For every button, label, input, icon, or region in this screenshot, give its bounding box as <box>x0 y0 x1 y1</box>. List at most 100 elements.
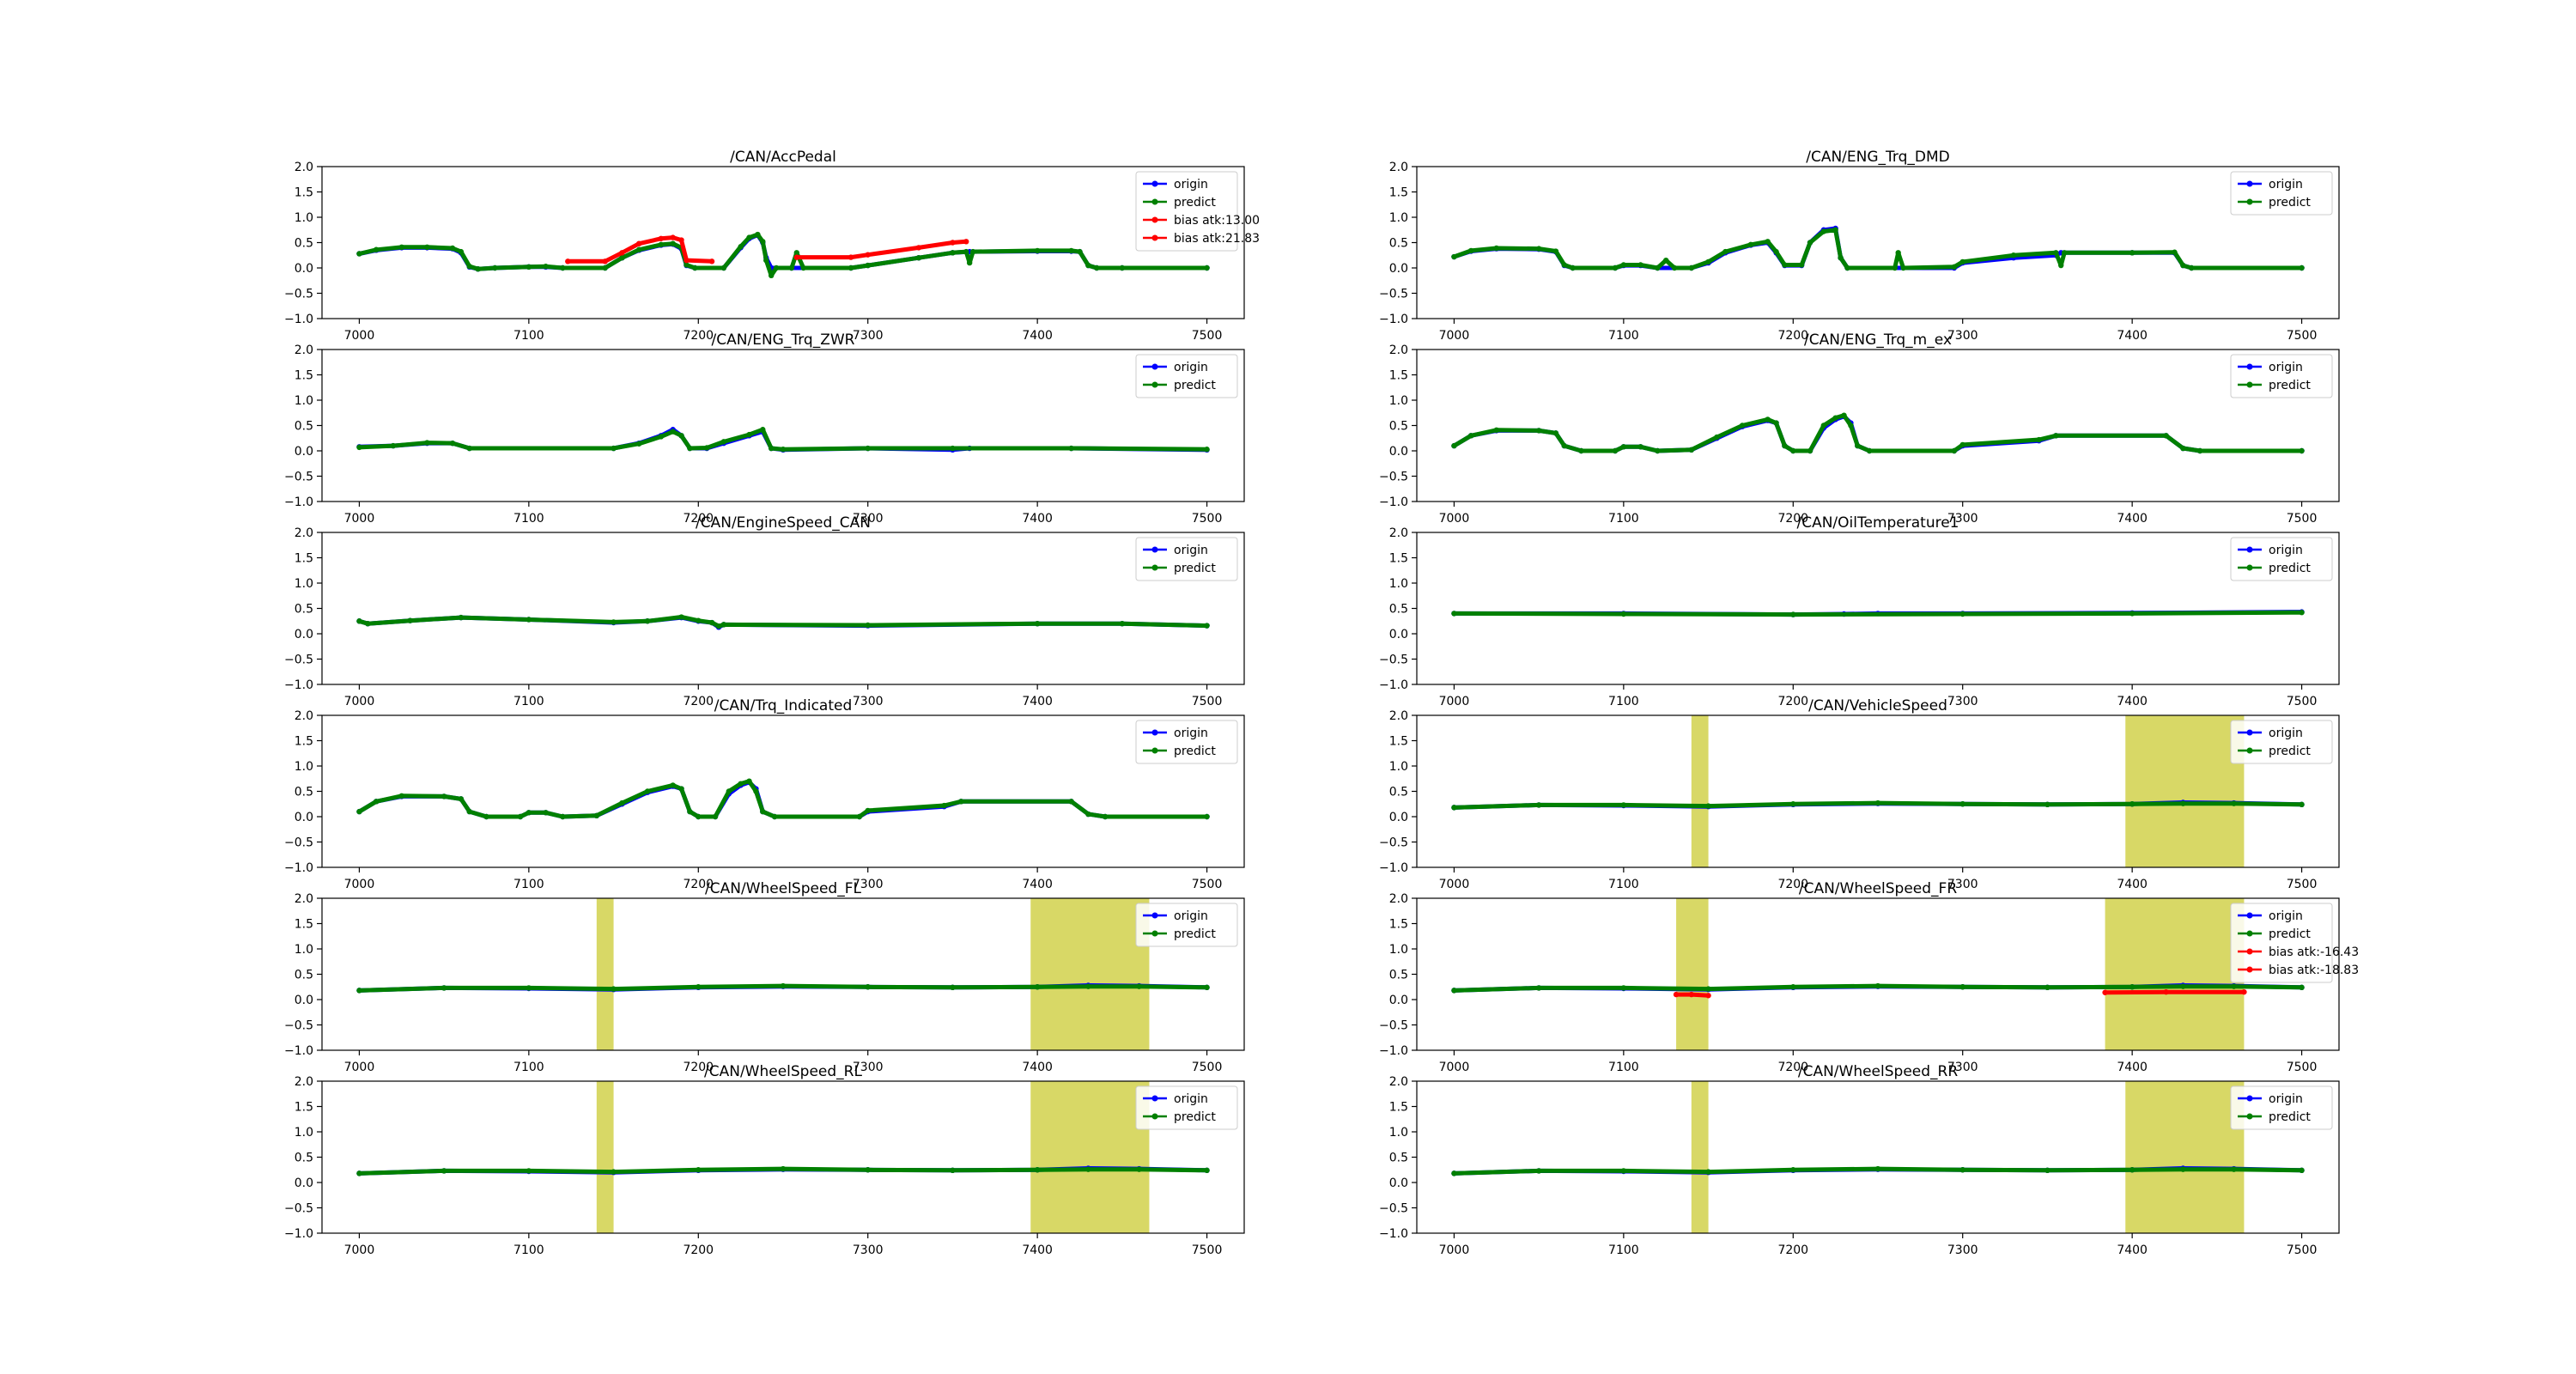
data-point <box>1552 430 1559 436</box>
y-tick-label: −0.5 <box>284 1202 313 1216</box>
data-point <box>1561 442 1567 449</box>
data-point <box>1077 248 1083 255</box>
anomaly-span <box>596 898 614 1050</box>
data-point <box>2010 252 2017 258</box>
x-tick-label: 7100 <box>1608 1061 1639 1074</box>
data-point <box>1773 420 1779 426</box>
data-point <box>1705 986 1711 992</box>
data-point <box>687 445 693 452</box>
y-tick-label: 0.0 <box>1389 811 1408 824</box>
anomaly-span <box>1030 1081 1150 1233</box>
data-point <box>356 618 362 624</box>
legend-marker <box>1151 216 1158 223</box>
y-tick-label: 0.5 <box>1389 969 1408 982</box>
legend-marker <box>2246 966 2253 973</box>
data-point <box>565 258 571 264</box>
data-point <box>915 245 922 251</box>
y-tick-label: −1.0 <box>284 861 313 875</box>
x-tick-label: 7400 <box>2117 329 2148 343</box>
plot-frame <box>321 349 1245 502</box>
data-point <box>1688 264 1695 271</box>
data-point <box>458 248 465 255</box>
legend-label: bias atk:-16.43 <box>2269 945 2359 959</box>
series-line <box>1451 414 2305 453</box>
data-point <box>2129 1167 2136 1173</box>
data-point <box>644 788 651 794</box>
x-tick-label: 7000 <box>1439 329 1470 343</box>
data-point <box>1467 247 1474 254</box>
data-point <box>1085 1166 1091 1172</box>
subplot-title: /CAN/WheelSpeed_RR <box>1798 1063 1958 1080</box>
legend-label: origin <box>1174 178 1208 192</box>
subplot: 7000 7100 7200 7300 7400 7500 −1.0 −0.5 0.0 0.5 1.… <box>1379 514 2340 708</box>
data-point <box>619 799 625 806</box>
data-point <box>2129 801 2136 807</box>
data-point <box>1068 247 1074 254</box>
data-point <box>517 813 524 820</box>
legend-label: predict <box>1174 379 1216 392</box>
data-point <box>1790 447 1796 454</box>
data-point <box>848 254 854 260</box>
y-tick-label: 1.0 <box>1389 1126 1408 1140</box>
data-point <box>1790 801 1796 807</box>
data-point <box>1637 262 1643 268</box>
data-point <box>1874 1165 1881 1172</box>
legend-label: predict <box>2269 562 2311 575</box>
x-tick-label: 7400 <box>1022 1061 1053 1074</box>
data-point <box>449 245 456 252</box>
y-tick-label: 0.0 <box>295 262 313 276</box>
data-point <box>793 250 799 256</box>
y-tick-label: −1.0 <box>1379 678 1408 692</box>
y-tick-label: 0.5 <box>1389 420 1408 434</box>
data-point <box>2036 436 2042 443</box>
data-point <box>1959 1167 1965 1173</box>
y-tick-label: 1.5 <box>1389 369 1408 383</box>
legend-label: origin <box>2269 361 2303 374</box>
data-point <box>2241 988 2247 995</box>
data-point <box>1655 447 1661 454</box>
data-point <box>696 617 702 623</box>
y-tick-label: 1.0 <box>1389 211 1408 225</box>
data-point <box>1094 264 1100 271</box>
y-tick-label: 0.0 <box>295 628 313 641</box>
legend-marker <box>2246 1113 2253 1120</box>
data-point <box>619 255 625 261</box>
legend-marker <box>1151 546 1158 553</box>
data-point <box>356 808 362 815</box>
subplot-title: /CAN/WheelSpeed_RL <box>704 1063 862 1080</box>
legend: origin predict <box>2230 720 2333 764</box>
data-point <box>1493 427 1499 434</box>
x-tick-label: 7200 <box>1777 329 1808 343</box>
data-point <box>1119 621 1126 627</box>
data-point <box>720 264 727 271</box>
data-point <box>708 619 715 626</box>
series-line <box>356 983 1210 993</box>
y-tick-label: 0.0 <box>1389 262 1408 276</box>
x-tick-label: 7000 <box>1439 512 1470 526</box>
x-tick-label: 7300 <box>1947 329 1978 343</box>
data-point <box>602 264 608 271</box>
data-point <box>390 442 397 449</box>
data-point <box>658 235 665 241</box>
data-point <box>1034 1167 1041 1173</box>
data-point <box>715 623 722 629</box>
data-point <box>1535 1168 1542 1174</box>
data-point <box>755 231 761 238</box>
x-tick-label: 7000 <box>344 878 375 891</box>
legend-box <box>1135 720 1238 764</box>
x-tick-label: 7200 <box>683 512 714 526</box>
legend-box <box>2230 1085 2333 1130</box>
data-point <box>2299 984 2305 991</box>
series-line <box>2103 989 2246 995</box>
legend-marker <box>2246 180 2253 187</box>
data-point <box>696 984 702 990</box>
data-point <box>1034 247 1041 254</box>
data-point <box>2053 433 2059 439</box>
data-point <box>760 239 766 245</box>
data-point <box>1204 813 1210 820</box>
data-point <box>2180 800 2186 806</box>
y-tick-label: −1.0 <box>1379 313 1408 326</box>
data-point <box>678 614 684 620</box>
data-point <box>1959 801 1965 807</box>
legend-marker <box>2246 747 2253 754</box>
